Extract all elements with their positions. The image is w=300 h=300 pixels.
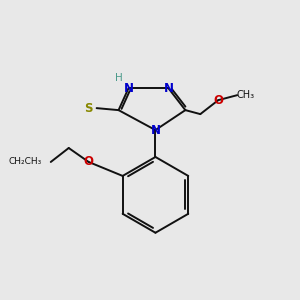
Text: H: H [115, 73, 122, 83]
Text: N: N [164, 82, 173, 95]
Text: O: O [84, 155, 94, 169]
Text: CH₂CH₃: CH₂CH₃ [9, 158, 42, 166]
Text: O: O [213, 94, 223, 107]
Text: N: N [124, 82, 134, 95]
Text: N: N [150, 124, 161, 136]
Text: CH₃: CH₃ [236, 90, 254, 100]
Text: S: S [84, 102, 93, 115]
